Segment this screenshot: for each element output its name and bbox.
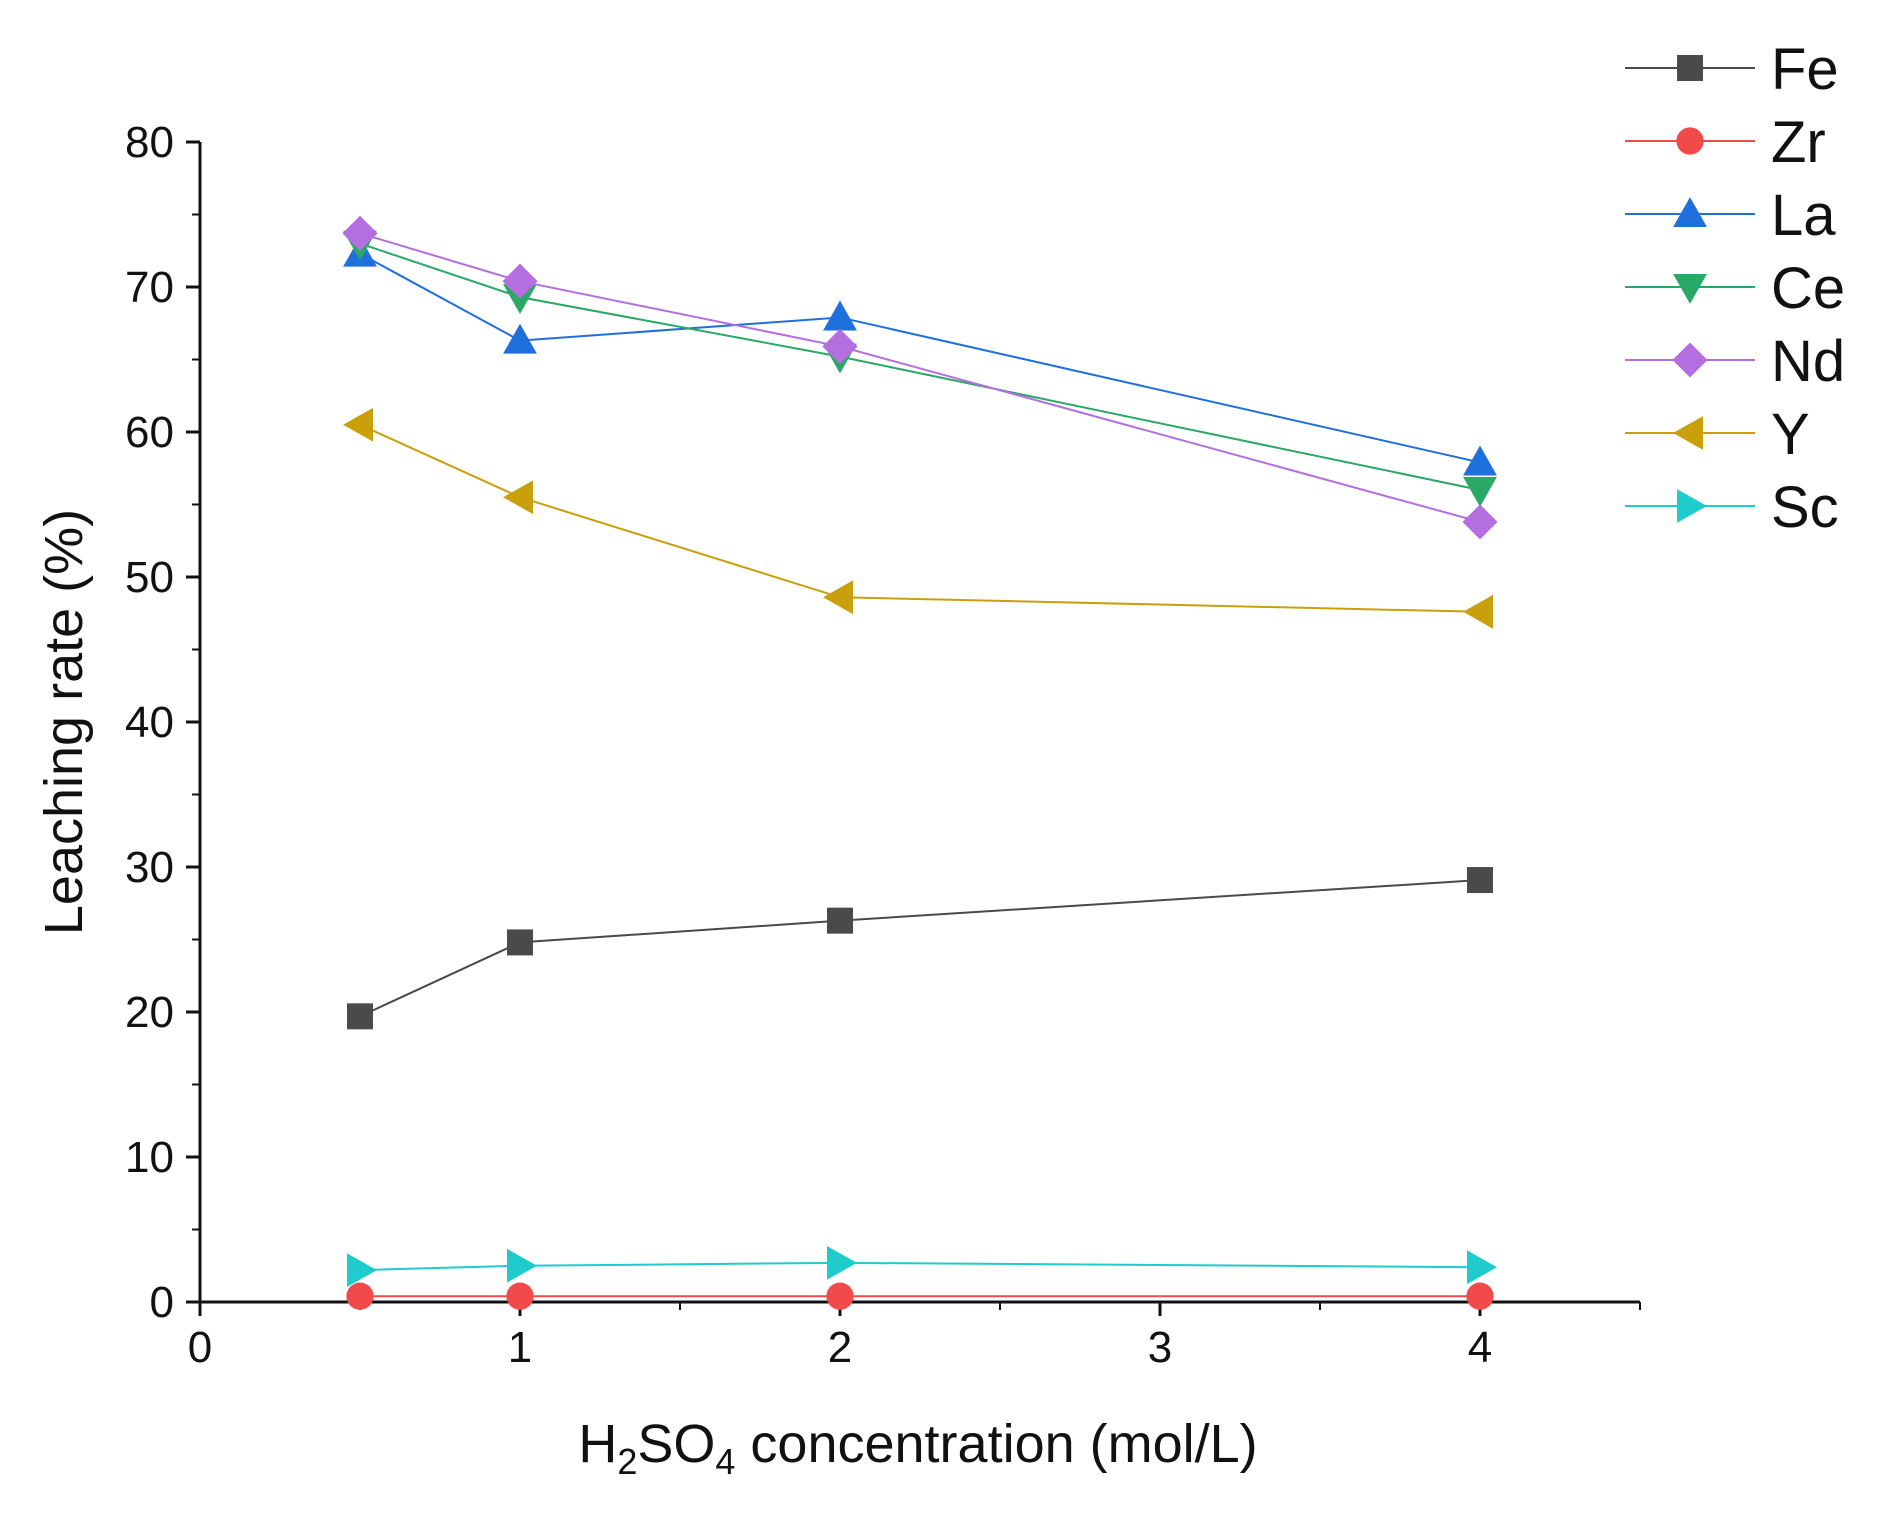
legend: Fe Zr La Ce Nd Y Sc [1625, 37, 1845, 540]
legend-marker-nd [1672, 342, 1708, 378]
y-tick-label: 0 [150, 1278, 174, 1327]
legend-marker-la [1673, 197, 1707, 227]
axes: 0 10 20 30 40 50 60 70 80 0 1 2 3 4 [125, 118, 1641, 1372]
series-line-la [359, 252, 1481, 464]
legend-label-ce: Ce [1771, 256, 1845, 321]
legend-marker-zr [1676, 127, 1704, 155]
data-point-sc [827, 1245, 857, 1280]
x-tick-label: 0 [188, 1323, 212, 1372]
x-axis-title-sub1: 2 [617, 1441, 637, 1482]
data-point-la [503, 323, 537, 354]
data-point-y [1463, 594, 1493, 629]
data-point-zr [506, 1282, 534, 1310]
y-tick-label: 70 [125, 263, 174, 312]
legend-item-ce: Ce [1625, 256, 1845, 321]
legend-marker-y [1673, 416, 1703, 450]
data-point-sc [347, 1253, 377, 1287]
series-layer [342, 215, 1498, 1310]
x-axis-title-so: SO [637, 1414, 715, 1474]
y-tick-label: 10 [125, 1133, 174, 1182]
x-axis-title-h: H [578, 1414, 617, 1474]
legend-item-zr: Zr [1625, 110, 1826, 175]
legend-item-fe: Fe [1625, 37, 1839, 102]
legend-item-y: Y [1625, 402, 1810, 467]
data-point-zr [826, 1282, 854, 1310]
legend-label-nd: Nd [1771, 329, 1845, 394]
data-point-zr [1466, 1282, 1494, 1310]
y-tick-label: 50 [125, 553, 174, 602]
data-point-nd [1462, 504, 1498, 540]
y-tick-label: 40 [125, 698, 174, 747]
series-line-nd [359, 232, 1481, 523]
data-point-la [823, 300, 857, 331]
data-point-fe [347, 1003, 373, 1030]
legend-label-zr: Zr [1771, 110, 1826, 175]
series-zr [346, 1282, 1494, 1310]
data-point-zr [346, 1282, 374, 1310]
x-tick-label: 2 [828, 1323, 852, 1372]
y-axis-title: Leaching rate (%) [34, 509, 94, 935]
data-point-ce [1463, 477, 1497, 507]
legend-label-y: Y [1771, 402, 1810, 467]
data-point-fe [827, 907, 853, 934]
x-tick-label: 1 [508, 1323, 532, 1372]
legend-label-fe: Fe [1771, 37, 1839, 102]
data-point-sc [1467, 1250, 1497, 1285]
series-line-sc [359, 1261, 1481, 1272]
data-point-y [343, 407, 373, 442]
data-point-nd [342, 215, 378, 251]
y-tick-label: 80 [125, 118, 174, 167]
x-axis-title-sub2: 4 [715, 1441, 735, 1482]
series-nd [342, 215, 1498, 540]
series-y [343, 407, 1493, 629]
x-axis-title: H2SO4 concentration (mol/L) [578, 1414, 1257, 1482]
data-point-nd [502, 263, 538, 299]
data-point-ce [503, 284, 537, 315]
data-point-sc [507, 1248, 537, 1283]
legend-label-la: La [1771, 183, 1836, 248]
y-tick-label: 60 [125, 408, 174, 457]
data-point-y [503, 480, 533, 515]
data-point-y [823, 580, 853, 615]
x-tick-label: 3 [1148, 1323, 1172, 1372]
series-line-ce [359, 242, 1481, 491]
x-axis-title-rest: concentration (mol/L) [735, 1414, 1257, 1474]
legend-label-sc: Sc [1771, 475, 1839, 540]
x-tick-label: 4 [1468, 1323, 1492, 1372]
y-tick-label: 20 [125, 988, 174, 1037]
series-line-y [359, 423, 1481, 613]
legend-marker-sc [1677, 489, 1707, 523]
y-tick-label: 30 [125, 843, 174, 892]
data-point-fe [507, 929, 533, 956]
series-fe [347, 867, 1493, 1030]
legend-marker-ce [1673, 274, 1707, 304]
legend-item-nd: Nd [1625, 329, 1845, 394]
data-point-la [1463, 445, 1497, 476]
legend-item-sc: Sc [1625, 475, 1839, 540]
legend-marker-fe [1677, 55, 1703, 81]
legend-item-la: La [1625, 183, 1836, 248]
series-sc [347, 1245, 1497, 1287]
series-line-fe [359, 879, 1481, 1018]
data-point-nd [822, 328, 858, 364]
data-point-fe [1467, 867, 1493, 894]
